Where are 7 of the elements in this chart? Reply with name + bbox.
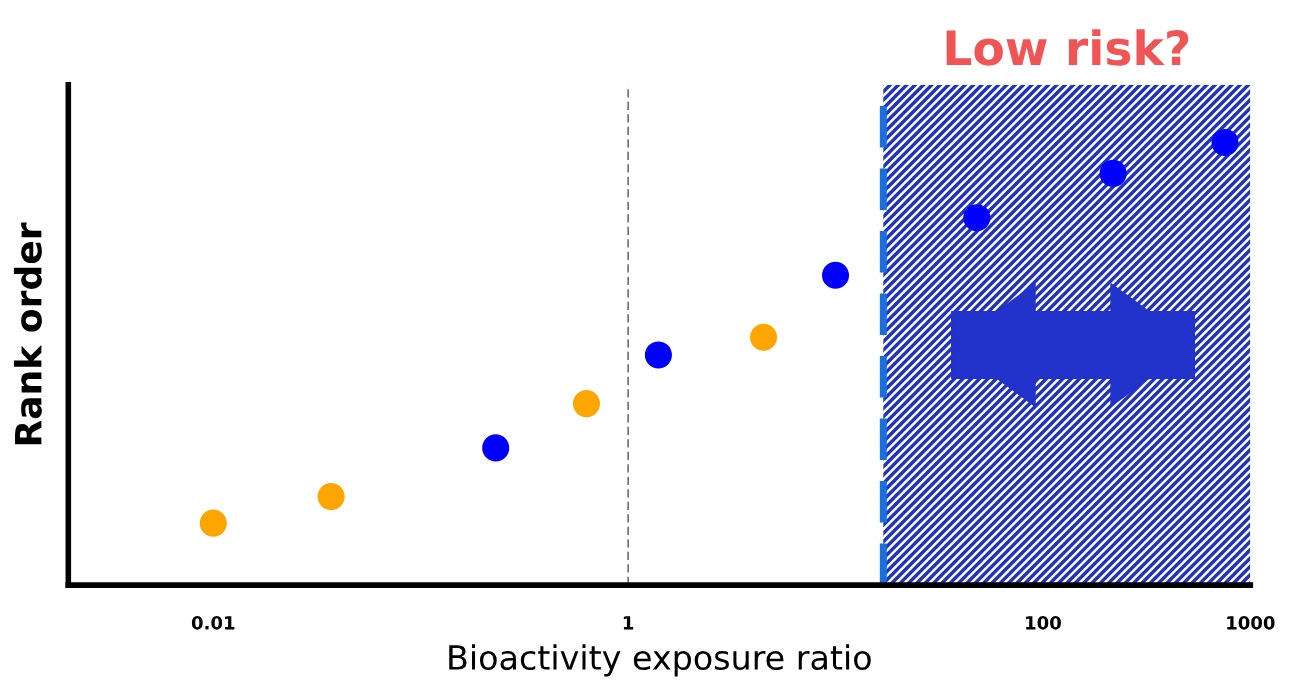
y-axis-title: Rank order — [13, 222, 42, 445]
x-tick-label: 0.01 — [191, 615, 235, 630]
x-tick-label: 1 — [623, 616, 634, 630]
x-axis-title: Bioactivity exposure ratio — [449, 644, 871, 677]
x-tick-label: 100 — [1026, 615, 1061, 630]
x-tick-label: 1000 — [1227, 615, 1275, 630]
band-label: Low risk? — [946, 29, 1189, 66]
